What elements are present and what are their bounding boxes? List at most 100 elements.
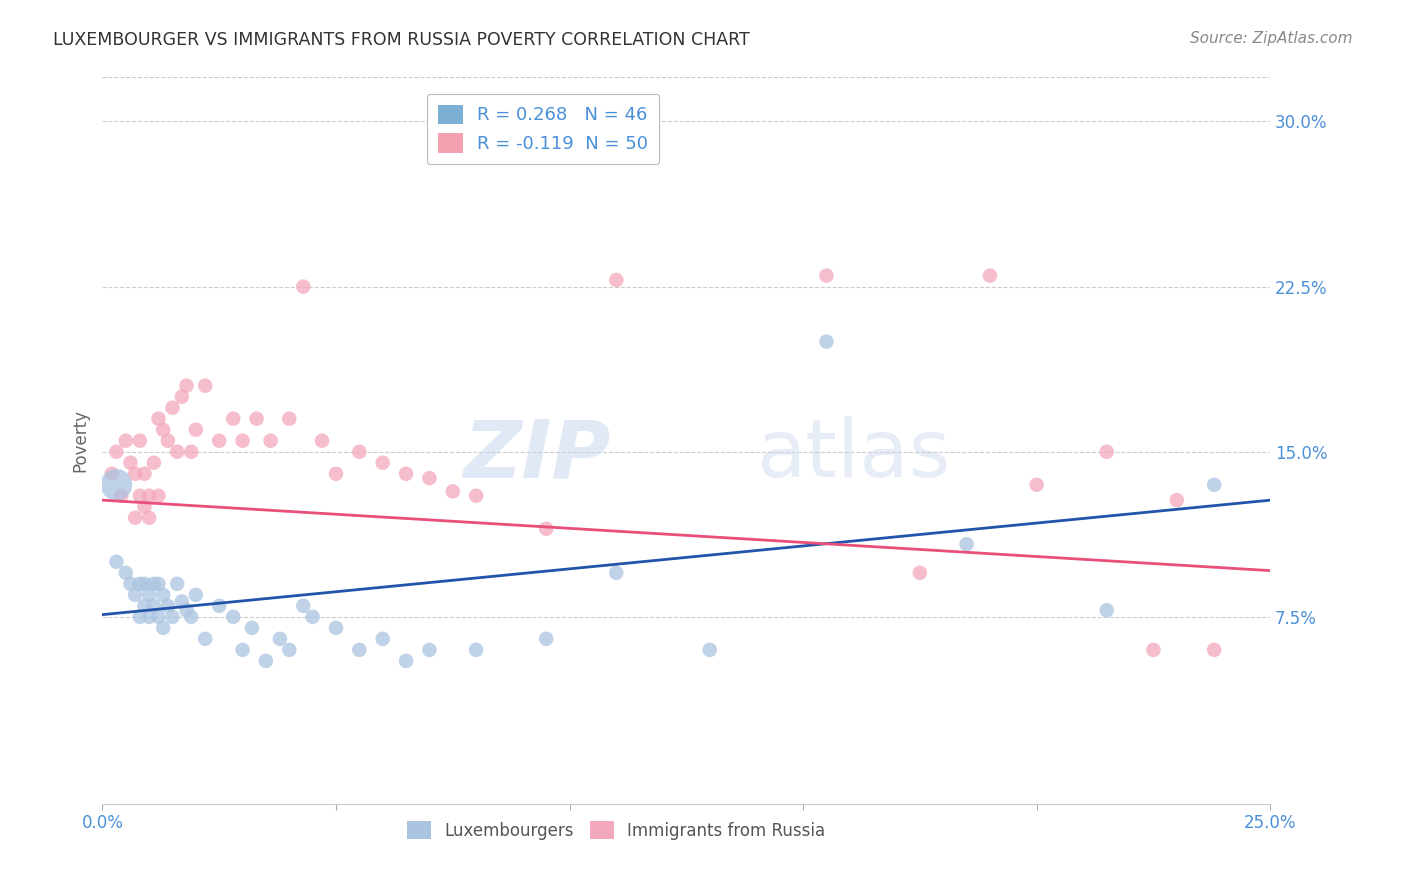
Point bbox=[254, 654, 277, 668]
Point bbox=[176, 603, 198, 617]
Point bbox=[134, 500, 156, 514]
Point bbox=[418, 643, 440, 657]
Point bbox=[162, 401, 184, 415]
Point bbox=[148, 489, 170, 503]
Point bbox=[699, 643, 721, 657]
Point bbox=[184, 588, 207, 602]
Point bbox=[148, 610, 170, 624]
Point bbox=[105, 477, 128, 491]
Point bbox=[124, 467, 146, 481]
Point bbox=[240, 621, 263, 635]
Point bbox=[208, 434, 231, 448]
Point bbox=[441, 484, 464, 499]
Point bbox=[152, 621, 174, 635]
Point bbox=[349, 643, 371, 657]
Point bbox=[156, 434, 179, 448]
Point bbox=[184, 423, 207, 437]
Point bbox=[100, 467, 122, 481]
Point bbox=[311, 434, 333, 448]
Point bbox=[269, 632, 291, 646]
Point bbox=[1142, 643, 1164, 657]
Point bbox=[180, 610, 202, 624]
Point bbox=[176, 378, 198, 392]
Point bbox=[128, 577, 150, 591]
Point bbox=[395, 654, 418, 668]
Point bbox=[259, 434, 281, 448]
Point bbox=[120, 456, 142, 470]
Point bbox=[152, 588, 174, 602]
Point bbox=[908, 566, 931, 580]
Point bbox=[1025, 477, 1047, 491]
Point bbox=[110, 489, 132, 503]
Text: LUXEMBOURGER VS IMMIGRANTS FROM RUSSIA POVERTY CORRELATION CHART: LUXEMBOURGER VS IMMIGRANTS FROM RUSSIA P… bbox=[53, 31, 751, 49]
Point bbox=[170, 390, 193, 404]
Point bbox=[148, 577, 170, 591]
Point bbox=[245, 411, 267, 425]
Point bbox=[232, 643, 254, 657]
Text: Source: ZipAtlas.com: Source: ZipAtlas.com bbox=[1189, 31, 1353, 46]
Point bbox=[114, 566, 136, 580]
Point bbox=[128, 489, 150, 503]
Point bbox=[128, 610, 150, 624]
Point bbox=[170, 594, 193, 608]
Point bbox=[166, 444, 188, 458]
Point bbox=[124, 510, 146, 524]
Point bbox=[232, 434, 254, 448]
Point bbox=[1204, 477, 1226, 491]
Point bbox=[124, 588, 146, 602]
Point bbox=[162, 610, 184, 624]
Point bbox=[128, 434, 150, 448]
Point bbox=[142, 599, 165, 613]
Point bbox=[134, 577, 156, 591]
Point bbox=[134, 599, 156, 613]
Point bbox=[114, 434, 136, 448]
Point bbox=[278, 643, 301, 657]
Point bbox=[292, 599, 315, 613]
Point bbox=[325, 467, 347, 481]
Point bbox=[105, 444, 128, 458]
Point bbox=[105, 555, 128, 569]
Point bbox=[349, 444, 371, 458]
Point bbox=[166, 577, 188, 591]
Point bbox=[152, 423, 174, 437]
Point bbox=[194, 378, 217, 392]
Y-axis label: Poverty: Poverty bbox=[72, 409, 89, 472]
Point bbox=[138, 489, 160, 503]
Point bbox=[142, 577, 165, 591]
Point bbox=[371, 632, 394, 646]
Point bbox=[395, 467, 418, 481]
Point bbox=[605, 566, 627, 580]
Point bbox=[156, 599, 179, 613]
Point bbox=[1166, 493, 1188, 508]
Point bbox=[194, 632, 217, 646]
Point bbox=[979, 268, 1001, 283]
Legend: R = 0.268   N = 46, R = -0.119  N = 50: R = 0.268 N = 46, R = -0.119 N = 50 bbox=[427, 94, 659, 164]
Point bbox=[278, 411, 301, 425]
Point bbox=[138, 588, 160, 602]
Point bbox=[222, 411, 245, 425]
Point bbox=[222, 610, 245, 624]
Point bbox=[138, 610, 160, 624]
Point bbox=[815, 268, 838, 283]
Point bbox=[138, 510, 160, 524]
Text: ZIP: ZIP bbox=[463, 417, 610, 494]
Text: atlas: atlas bbox=[756, 417, 950, 494]
Point bbox=[815, 334, 838, 349]
Point bbox=[148, 411, 170, 425]
Point bbox=[534, 632, 557, 646]
Point bbox=[292, 279, 315, 293]
Point bbox=[1095, 603, 1118, 617]
Point bbox=[1095, 444, 1118, 458]
Point bbox=[465, 489, 488, 503]
Point bbox=[134, 467, 156, 481]
Point bbox=[180, 444, 202, 458]
Point bbox=[534, 522, 557, 536]
Point bbox=[371, 456, 394, 470]
Point bbox=[301, 610, 323, 624]
Point bbox=[142, 456, 165, 470]
Point bbox=[605, 273, 627, 287]
Point bbox=[120, 577, 142, 591]
Point bbox=[955, 537, 977, 551]
Point bbox=[208, 599, 231, 613]
Point bbox=[465, 643, 488, 657]
